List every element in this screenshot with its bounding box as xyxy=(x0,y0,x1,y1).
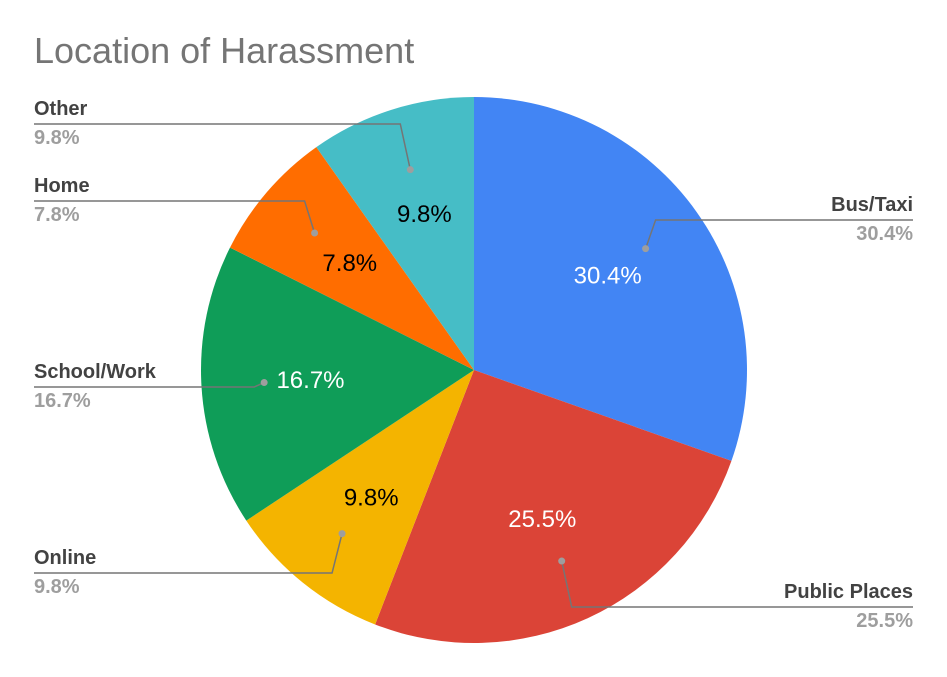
callout-value-bus-taxi: 30.4% xyxy=(856,223,913,245)
slice-school-work xyxy=(201,247,474,521)
slice-value-label-bus-taxi: 30.4% xyxy=(574,262,642,289)
slice-home xyxy=(229,147,474,370)
callout-dot-home xyxy=(311,229,319,237)
slice-value-label-school-work: 16.7% xyxy=(276,367,344,394)
callout-value-other: 9.8% xyxy=(34,127,80,149)
callout-dot-online xyxy=(338,530,346,538)
slice-online xyxy=(246,370,474,625)
slice-value-label-other: 9.8% xyxy=(397,201,452,228)
callout-dot-other xyxy=(406,166,414,174)
callout-value-school-work: 16.7% xyxy=(34,390,91,412)
callout-dot-school-work xyxy=(260,379,268,387)
pie-callouts: Bus/Taxi 30.4% Public Places 25.5% Online 9.8… xyxy=(34,98,913,632)
callout-dot-bus-taxi xyxy=(642,245,650,253)
callout-label-home: Home xyxy=(34,175,90,197)
chart-title: Location of Harassment xyxy=(34,30,414,71)
callout-value-online: 9.8% xyxy=(34,576,80,598)
slice-other xyxy=(316,97,474,370)
callout-label-school-work: School/Work xyxy=(34,361,157,383)
callout-line-school-work xyxy=(34,381,265,388)
slice-value-label-public-places: 25.5% xyxy=(508,506,576,533)
callout-label-other: Other xyxy=(34,98,88,120)
callout-line-bus-taxi xyxy=(644,219,913,249)
callout-label-online: Online xyxy=(34,547,96,569)
callout-line-other xyxy=(34,123,412,170)
callout-label-bus-taxi: Bus/Taxi xyxy=(831,194,913,216)
callout-label-public-places: Public Places xyxy=(784,581,913,603)
pie-slices xyxy=(201,97,747,643)
callout-dot-public-places xyxy=(558,557,566,565)
slice-public-places xyxy=(375,370,732,643)
callout-value-home: 7.8% xyxy=(34,204,80,226)
slice-value-label-home: 7.8% xyxy=(322,250,377,277)
callout-line-online xyxy=(34,533,343,574)
callout-line-public-places xyxy=(560,560,913,608)
callout-line-home xyxy=(34,200,316,234)
pie-inner-labels: 30.4% 25.5% 9.8% 16.7% 7.8% 9.8% xyxy=(276,201,641,533)
slice-bus-taxi xyxy=(474,97,747,461)
callout-value-public-places: 25.5% xyxy=(856,610,913,632)
slice-value-label-online: 9.8% xyxy=(344,485,399,512)
